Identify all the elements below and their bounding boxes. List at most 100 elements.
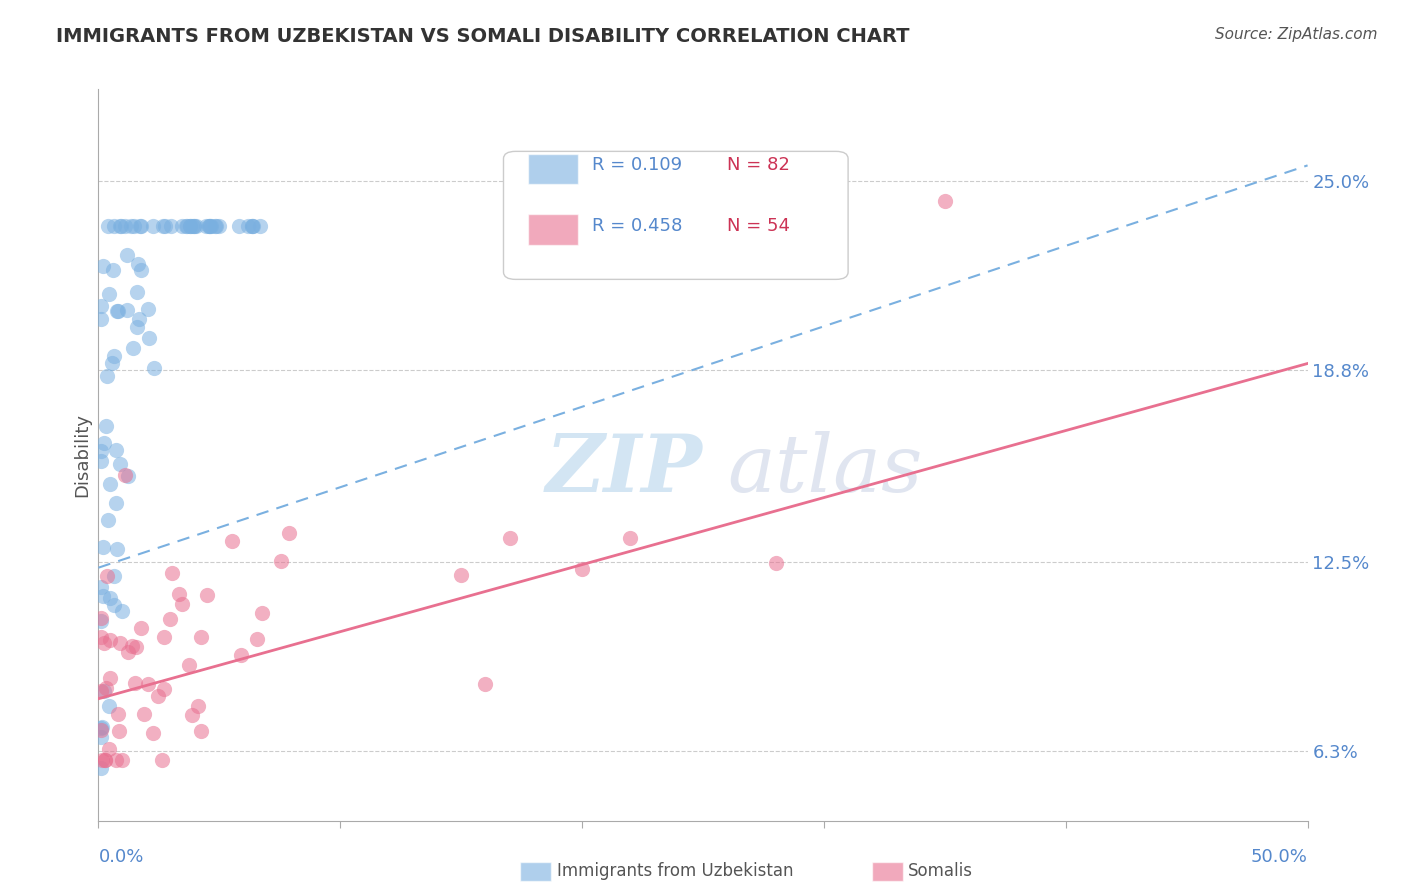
Point xyxy=(91,590,114,604)
Point xyxy=(198,219,221,234)
Point xyxy=(198,219,221,234)
Point xyxy=(117,469,139,483)
Point xyxy=(204,219,226,234)
Point xyxy=(162,566,184,580)
Point xyxy=(159,611,181,625)
Point xyxy=(108,636,131,650)
Point xyxy=(229,648,252,662)
Point xyxy=(105,304,128,318)
Point xyxy=(200,219,222,234)
Point xyxy=(98,591,121,606)
Point xyxy=(103,599,125,613)
Point xyxy=(208,219,231,234)
Point xyxy=(115,303,138,318)
Point xyxy=(90,454,112,468)
Point xyxy=(183,219,205,234)
Point xyxy=(91,541,114,555)
Point xyxy=(195,588,218,602)
Point xyxy=(184,219,207,234)
Point xyxy=(179,219,201,234)
Text: ZIP: ZIP xyxy=(546,431,703,508)
Text: R = 0.109: R = 0.109 xyxy=(592,155,682,174)
Point xyxy=(125,285,148,299)
Point xyxy=(90,761,112,775)
Point xyxy=(98,632,121,647)
Point xyxy=(104,442,127,457)
Point xyxy=(105,542,128,557)
Point xyxy=(190,723,212,738)
Point xyxy=(115,248,138,262)
Point xyxy=(246,632,269,646)
Point xyxy=(93,683,115,698)
Point xyxy=(180,708,202,723)
Point xyxy=(122,219,145,234)
Point xyxy=(270,554,292,568)
Point xyxy=(90,611,112,625)
Point xyxy=(98,476,121,491)
Point xyxy=(125,640,148,654)
Point xyxy=(103,349,125,363)
Point xyxy=(108,219,131,234)
Point xyxy=(97,512,120,526)
Point xyxy=(103,219,125,234)
Point xyxy=(90,299,112,313)
Point xyxy=(129,263,152,277)
Text: 50.0%: 50.0% xyxy=(1251,848,1308,866)
Point xyxy=(152,219,174,234)
Point xyxy=(198,219,221,234)
Point xyxy=(107,724,129,739)
Point xyxy=(97,699,120,714)
Point xyxy=(108,457,131,471)
Point xyxy=(93,436,115,450)
Point xyxy=(172,219,194,234)
Point xyxy=(90,684,112,698)
Point xyxy=(155,219,177,234)
Point xyxy=(619,531,641,545)
Point xyxy=(571,562,593,576)
Point xyxy=(90,723,112,737)
Point xyxy=(98,286,121,301)
Point xyxy=(136,302,159,317)
Point xyxy=(90,580,112,594)
Point xyxy=(90,614,112,628)
Point xyxy=(240,219,263,234)
Point xyxy=(236,219,259,234)
Point xyxy=(96,569,118,583)
Text: N = 82: N = 82 xyxy=(727,155,790,174)
Point xyxy=(150,753,173,767)
Point xyxy=(934,194,956,208)
Text: atlas: atlas xyxy=(727,431,922,508)
Point xyxy=(90,444,112,458)
Point xyxy=(94,681,117,696)
Point xyxy=(96,369,118,384)
Point xyxy=(153,631,176,645)
Point xyxy=(153,682,176,697)
Point xyxy=(90,721,112,735)
Point xyxy=(176,219,198,234)
Point xyxy=(169,586,191,600)
Point xyxy=(278,525,301,540)
Point xyxy=(111,604,134,618)
Point xyxy=(250,606,273,620)
Point xyxy=(120,219,142,234)
Point xyxy=(177,658,200,673)
Point xyxy=(98,742,121,756)
Point xyxy=(142,219,165,234)
Bar xyxy=(527,214,578,245)
Text: IMMIGRANTS FROM UZBEKISTAN VS SOMALI DISABILITY CORRELATION CHART: IMMIGRANTS FROM UZBEKISTAN VS SOMALI DIS… xyxy=(56,27,910,45)
Point xyxy=(94,418,117,433)
Point xyxy=(148,689,170,703)
Point xyxy=(136,677,159,691)
Point xyxy=(103,569,125,583)
Point xyxy=(90,631,112,645)
Point xyxy=(129,621,152,635)
Y-axis label: Disability: Disability xyxy=(73,413,91,497)
Point xyxy=(129,219,152,234)
Text: N = 54: N = 54 xyxy=(727,217,790,235)
Text: R = 0.458: R = 0.458 xyxy=(592,217,682,235)
Point xyxy=(103,263,125,277)
Point xyxy=(114,468,136,483)
Point xyxy=(160,219,183,234)
Point xyxy=(132,706,155,721)
Text: Somalis: Somalis xyxy=(908,863,973,880)
